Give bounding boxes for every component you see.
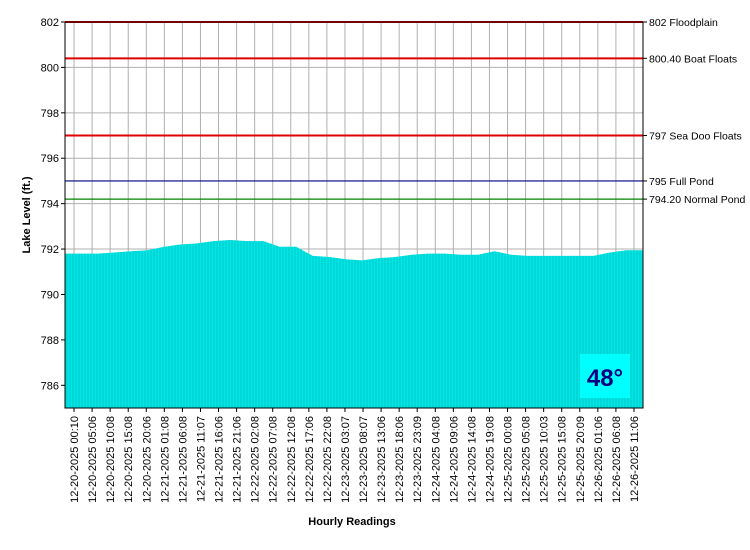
temperature-value: 48°: [587, 365, 623, 392]
x-tick-label: 12-21-2025 06:08: [177, 416, 189, 503]
y-tick-label: 786: [41, 380, 59, 392]
y-tick-label: 802: [41, 17, 59, 29]
x-tick-label: 12-24-2025 14:08: [466, 416, 478, 503]
y-tick-label: 790: [41, 289, 59, 301]
x-tick-label: 12-22-2025 22:08: [322, 416, 334, 503]
x-tick-label: 12-21-2025 21:06: [232, 416, 244, 503]
x-tick-label: 12-22-2025 02:08: [250, 416, 262, 503]
y-axis-title: Lake Level (ft.): [21, 176, 33, 253]
y-tick-label: 796: [41, 153, 59, 165]
temperature-badge: 48°: [580, 354, 630, 398]
reference-line-label: 800.40 Boat Floats: [649, 53, 737, 65]
x-tick-label: 12-25-2025 20:09: [575, 416, 587, 503]
x-tick-label: 12-20-2025 20:06: [141, 416, 153, 503]
x-tick-label: 12-25-2025 10:03: [539, 416, 551, 503]
x-tick-label: 12-21-2025 11:07: [195, 416, 207, 502]
x-tick-label: 12-23-2025 18:06: [394, 416, 406, 503]
x-tick-label: 12-23-2025 03:07: [340, 416, 352, 503]
x-tick-label: 12-25-2025 15:08: [557, 416, 569, 503]
level-area-fill: [65, 240, 643, 408]
y-tick-label: 792: [41, 244, 59, 256]
x-tick-label: 12-20-2025 05:06: [87, 416, 99, 503]
x-tick-label: 12-23-2025 13:06: [376, 416, 388, 503]
y-axis-ticks: 786 788 790 792 794 796 798 800 802: [41, 17, 65, 392]
reference-line-labels: 802 Floodplain 800.40 Boat Floats 797 Sea …: [643, 17, 745, 206]
reference-line-label: 802 Floodplain: [649, 17, 718, 29]
x-tick-label: 12-20-2025 10:08: [105, 416, 117, 503]
plot-frame: [64, 21, 644, 409]
level-area: [65, 240, 643, 408]
x-tick-label: 12-24-2025 09:06: [448, 416, 460, 503]
y-tick-label: 800: [41, 62, 59, 74]
x-tick-label: 12-26-2025 06:08: [611, 416, 623, 503]
x-tick-label: 12-20-2025 15:08: [123, 416, 135, 503]
reference-line-label: 794.20 Normal Pond: [649, 194, 745, 206]
x-tick-label: 12-21-2025 16:06: [214, 416, 226, 503]
x-tick-label: 12-22-2025 07:08: [268, 416, 280, 503]
temperature-badge-background: [580, 354, 630, 398]
x-tick-label: 12-26-2025 11:06: [629, 416, 641, 502]
x-tick-label: 12-22-2025 12:08: [286, 416, 298, 503]
x-tick-label: 12-20-2025 00:10: [69, 416, 81, 503]
x-tick-label: 12-25-2025 00:08: [503, 416, 515, 503]
y-tick-label: 788: [41, 335, 59, 347]
y-tick-label: 794: [41, 199, 59, 211]
x-tick-label: 12-24-2025 19:08: [484, 416, 496, 503]
x-tick-label: 12-22-2025 17:06: [304, 416, 316, 503]
x-axis-ticks: 12-20-2025 00:10 12-20-2025 05:06 12-20-20…: [69, 408, 641, 503]
x-tick-label: 12-21-2025 01:08: [159, 416, 171, 503]
x-tick-label: 12-26-2025 01:06: [593, 416, 605, 503]
x-tick-label: 12-24-2025 04:08: [430, 416, 442, 503]
x-tick-label: 12-25-2025 05:08: [521, 416, 533, 503]
reference-line-label: 795 Full Pond: [649, 176, 714, 188]
x-axis-title: Hourly Readings: [308, 516, 395, 528]
reference-line-label: 797 Sea Doo Floats: [649, 131, 742, 143]
x-tick-label: 12-23-2025 23:09: [412, 416, 424, 503]
x-tick-label: 12-23-2025 08:07: [358, 416, 370, 503]
y-tick-label: 798: [41, 108, 59, 120]
